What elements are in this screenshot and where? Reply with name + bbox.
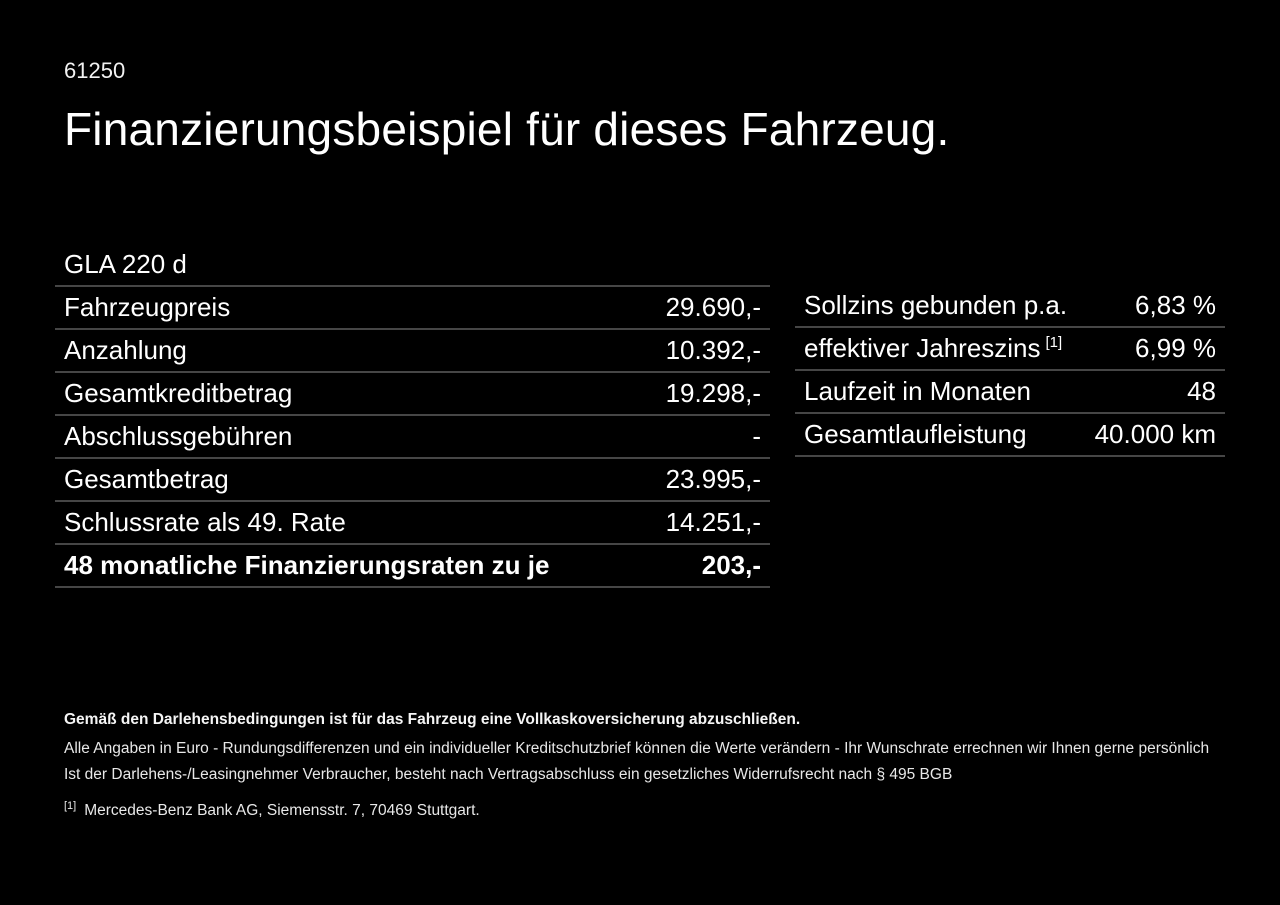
row-label: Anzahlung bbox=[64, 335, 187, 365]
table-row-closing-fees: Abschlussgebühren - bbox=[55, 416, 770, 459]
table-row-nominal-interest: Sollzins gebunden p.a. 6,83 % bbox=[795, 285, 1225, 328]
row-label: 48 monatliche Finanzierungsraten zu je bbox=[64, 550, 550, 580]
vehicle-model: GLA 220 d bbox=[64, 249, 187, 279]
finance-tables: Fahrzeugpreis 29.690,- Anzahlung 10.392,… bbox=[55, 285, 1225, 588]
row-label: Gesamtlaufleistung bbox=[804, 419, 1027, 449]
row-label: Fahrzeugpreis bbox=[64, 292, 231, 322]
disclaimer-line-1: Alle Angaben in Euro - Rundungsdifferenz… bbox=[64, 740, 1210, 757]
row-value: 6,99 % bbox=[1135, 333, 1216, 363]
footnote-ref-1: [1] bbox=[1045, 334, 1063, 352]
financing-details-table: Fahrzeugpreis 29.690,- Anzahlung 10.392,… bbox=[55, 285, 770, 588]
row-value: 203,- bbox=[701, 550, 761, 580]
row-value: - bbox=[752, 421, 761, 451]
row-value: 10.392,- bbox=[665, 335, 761, 365]
row-label: Laufzeit in Monaten bbox=[804, 376, 1031, 406]
table-row-term-months: Laufzeit in Monaten 48 bbox=[795, 371, 1225, 414]
table-row-total-credit: Gesamtkreditbetrag 19.298,- bbox=[55, 373, 770, 416]
row-value: 29.690,- bbox=[665, 292, 761, 322]
row-label: Sollzins gebunden p.a. bbox=[804, 290, 1068, 320]
page-title: Finanzierungsbeispiel für dieses Fahrzeu… bbox=[64, 103, 950, 155]
table-row-total-mileage: Gesamtlaufleistung 40.000 km bbox=[795, 414, 1225, 457]
disclaimer-line-2: Ist der Darlehens-/Leasingnehmer Verbrau… bbox=[64, 766, 953, 783]
row-label: effektiver Jahreszins [1] bbox=[804, 333, 1063, 363]
interest-conditions-table: Sollzins gebunden p.a. 6,83 % effektiver… bbox=[795, 285, 1225, 457]
row-value: 48 bbox=[1187, 376, 1216, 406]
footnote-marker: [1] bbox=[64, 800, 77, 812]
table-row-monthly-rate: 48 monatliche Finanzierungsraten zu je 2… bbox=[55, 545, 770, 588]
table-row-final-installment: Schlussrate als 49. Rate 14.251,- bbox=[55, 502, 770, 545]
row-value: 19.298,- bbox=[665, 378, 761, 408]
doc-number: 61250 bbox=[64, 58, 126, 83]
row-label: Schlussrate als 49. Rate bbox=[64, 507, 346, 537]
footnote-bank-address: [1] Mercedes-Benz Bank AG, Siemensstr. 7,… bbox=[64, 797, 1224, 820]
row-value: 14.251,- bbox=[665, 507, 761, 537]
table-row-vehicle-price: Fahrzeugpreis 29.690,- bbox=[55, 287, 770, 330]
row-label: Abschlussgebühren bbox=[64, 421, 293, 451]
row-label: Gesamtbetrag bbox=[64, 464, 229, 494]
row-label: Gesamtkreditbetrag bbox=[64, 378, 293, 408]
row-value: 40.000 km bbox=[1094, 419, 1216, 449]
insurance-note: Gemäß den Darlehensbedingungen ist für d… bbox=[64, 711, 801, 728]
footnote-text: Mercedes-Benz Bank AG, Siemensstr. 7, 70… bbox=[84, 802, 480, 820]
table-row-down-payment: Anzahlung 10.392,- bbox=[55, 330, 770, 373]
legal-footer: Gemäß den Darlehensbedingungen ist für d… bbox=[64, 710, 1224, 827]
row-value: 6,83 % bbox=[1135, 290, 1216, 320]
table-row-total-amount: Gesamtbetrag 23.995,- bbox=[55, 459, 770, 502]
table-row-effective-interest: effektiver Jahreszins [1] 6,99 % bbox=[795, 328, 1225, 371]
row-value: 23.995,- bbox=[665, 464, 761, 494]
